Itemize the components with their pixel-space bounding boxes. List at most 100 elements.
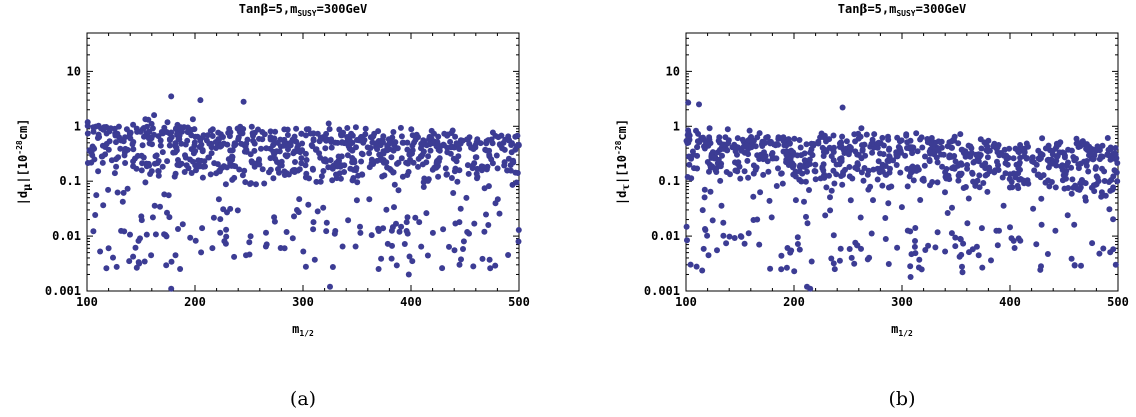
data-point bbox=[222, 181, 229, 188]
data-point bbox=[149, 125, 156, 132]
data-point bbox=[513, 179, 520, 186]
data-point bbox=[857, 214, 864, 221]
data-point bbox=[168, 258, 175, 265]
y-tick-label: 10 bbox=[666, 64, 680, 78]
data-point bbox=[164, 119, 171, 126]
data-point bbox=[142, 179, 149, 186]
data-point bbox=[784, 245, 791, 251]
data-point bbox=[807, 285, 814, 292]
data-point bbox=[447, 150, 454, 157]
data-point bbox=[292, 159, 298, 165]
data-point bbox=[127, 231, 133, 238]
data-point bbox=[926, 158, 933, 165]
data-point bbox=[93, 192, 100, 199]
data-point bbox=[329, 264, 336, 270]
data-point bbox=[852, 138, 859, 145]
data-point bbox=[780, 134, 787, 141]
data-point bbox=[812, 176, 819, 183]
data-point bbox=[1065, 159, 1071, 166]
data-point bbox=[494, 165, 501, 172]
data-point bbox=[1104, 135, 1111, 141]
data-point bbox=[723, 240, 730, 247]
data-point bbox=[957, 131, 964, 138]
data-point bbox=[1059, 162, 1066, 169]
data-point bbox=[325, 120, 332, 127]
data-point bbox=[155, 133, 162, 140]
data-point bbox=[105, 245, 112, 252]
data-point bbox=[298, 130, 305, 137]
data-point bbox=[976, 184, 983, 191]
data-point bbox=[352, 243, 359, 250]
data-point bbox=[794, 234, 801, 241]
data-point bbox=[445, 131, 452, 138]
data-point bbox=[882, 236, 889, 242]
data-point bbox=[328, 144, 335, 151]
data-point bbox=[326, 126, 333, 133]
data-point bbox=[749, 138, 756, 145]
data-point bbox=[1039, 135, 1046, 142]
data-point bbox=[1089, 240, 1096, 247]
data-point bbox=[1087, 150, 1094, 157]
data-point bbox=[1111, 167, 1118, 174]
data-point bbox=[699, 207, 706, 214]
data-point bbox=[224, 164, 230, 171]
y-tick-label: 0.1 bbox=[658, 174, 680, 188]
data-point bbox=[1017, 142, 1024, 148]
data-point bbox=[126, 258, 133, 265]
data-point bbox=[724, 126, 731, 133]
data-point bbox=[694, 144, 701, 150]
data-point bbox=[206, 154, 212, 161]
data-point bbox=[858, 125, 865, 132]
data-point bbox=[119, 198, 126, 205]
data-point bbox=[868, 230, 875, 237]
data-point bbox=[796, 246, 803, 253]
data-point bbox=[99, 153, 106, 160]
data-point bbox=[208, 150, 215, 157]
data-point bbox=[1034, 172, 1041, 178]
data-point bbox=[155, 168, 162, 175]
data-point bbox=[94, 135, 101, 141]
data-point bbox=[903, 132, 910, 139]
data-point bbox=[227, 129, 234, 136]
data-point bbox=[944, 210, 951, 216]
data-point bbox=[211, 160, 218, 167]
data-point bbox=[802, 178, 809, 185]
data-point bbox=[768, 214, 775, 221]
data-point bbox=[446, 243, 452, 250]
data-point bbox=[515, 141, 522, 148]
data-point bbox=[347, 139, 354, 145]
data-point bbox=[449, 143, 456, 150]
data-point bbox=[701, 194, 708, 201]
data-point bbox=[1090, 156, 1097, 163]
data-point bbox=[302, 150, 309, 157]
data-point bbox=[863, 131, 870, 138]
data-point bbox=[480, 164, 487, 171]
data-point bbox=[344, 125, 351, 131]
data-point bbox=[298, 160, 305, 167]
data-point bbox=[958, 146, 965, 153]
data-point bbox=[122, 160, 129, 166]
data-point bbox=[964, 220, 971, 227]
data-point bbox=[224, 209, 230, 216]
data-point bbox=[706, 125, 713, 132]
data-point bbox=[266, 169, 272, 176]
data-point bbox=[951, 165, 958, 172]
data-point bbox=[1023, 140, 1030, 147]
data-point bbox=[181, 169, 188, 175]
data-point bbox=[452, 220, 459, 227]
data-point bbox=[217, 131, 224, 138]
data-point bbox=[1013, 161, 1020, 168]
data-point bbox=[392, 139, 399, 146]
data-point bbox=[323, 219, 330, 226]
data-point bbox=[398, 223, 405, 230]
data-point bbox=[272, 128, 279, 135]
data-point bbox=[450, 190, 457, 196]
data-point bbox=[281, 168, 288, 175]
data-point bbox=[830, 167, 837, 174]
data-point bbox=[310, 136, 317, 143]
data-point bbox=[242, 179, 249, 186]
data-point bbox=[778, 170, 785, 177]
data-point bbox=[405, 168, 412, 175]
data-point bbox=[845, 149, 852, 156]
data-point bbox=[217, 216, 224, 223]
